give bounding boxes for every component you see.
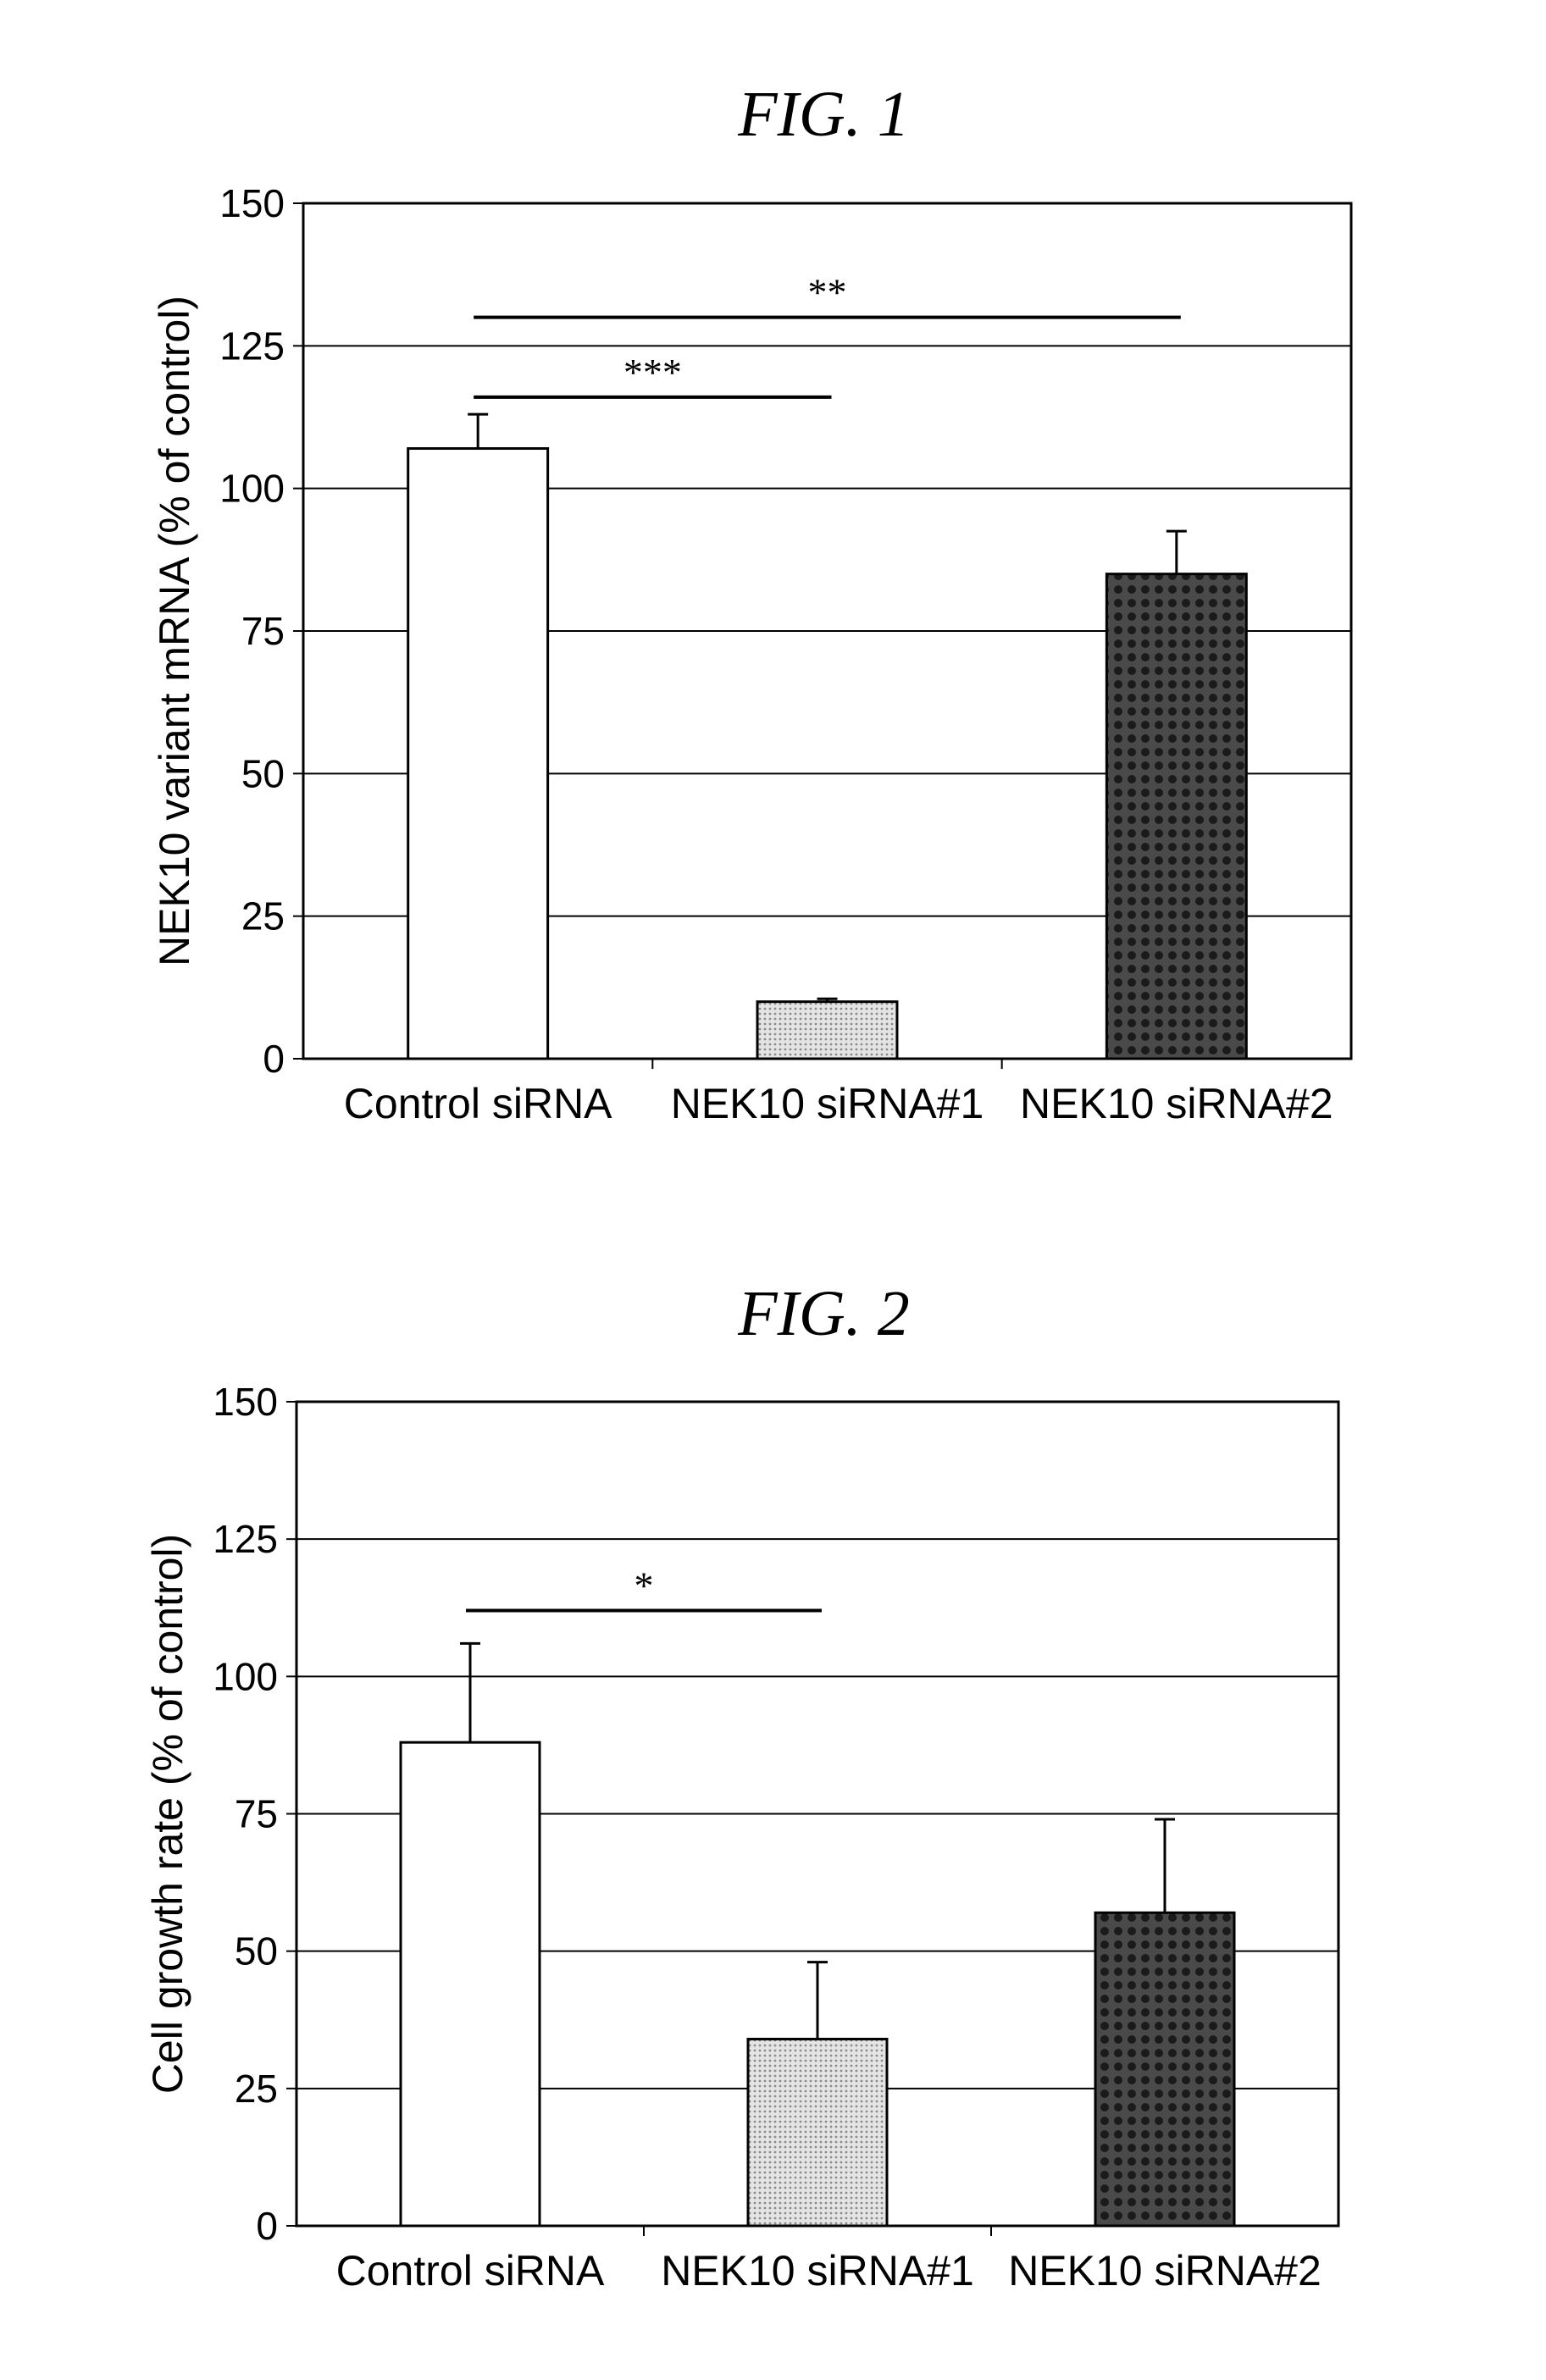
y-tick-label: 100 xyxy=(213,1654,278,1698)
y-tick-label: 0 xyxy=(256,2204,278,2248)
x-category-label: NEK10 siRNA#2 xyxy=(1008,2247,1322,2294)
x-category-label: NEK10 siRNA#1 xyxy=(661,2247,974,2294)
significance-label: * xyxy=(634,1564,654,1607)
y-tick-label: 50 xyxy=(235,1929,278,1973)
y-axis-title: Cell growth rate (% of control) xyxy=(144,1534,191,2094)
bar xyxy=(401,1742,540,2226)
y-tick-label: 125 xyxy=(213,1517,278,1561)
bar xyxy=(748,2039,887,2226)
y-tick-label: 75 xyxy=(235,1792,278,1836)
y-tick-label: 25 xyxy=(235,2067,278,2111)
bar xyxy=(1095,1912,1234,2226)
y-tick-label: 150 xyxy=(213,1380,278,1424)
x-category-label: Control siRNA xyxy=(336,2247,605,2294)
